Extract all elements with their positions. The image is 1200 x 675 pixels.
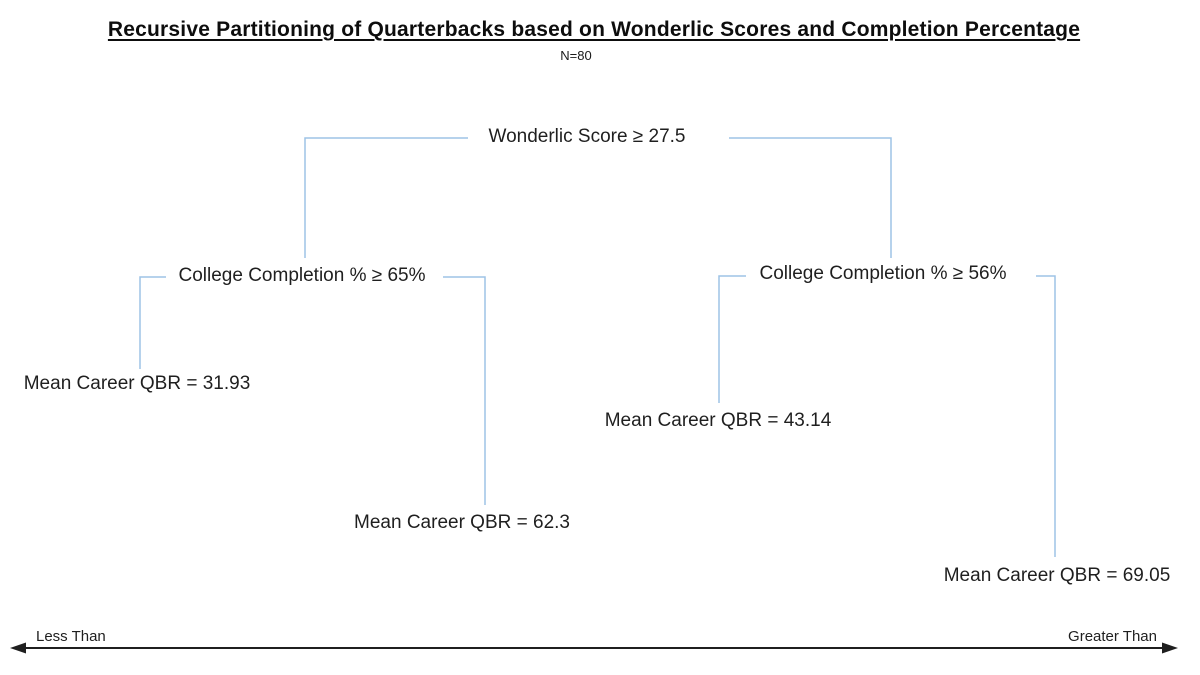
leaf-node-qbr-31-93: Mean Career QBR = 31.93 <box>23 373 251 394</box>
left-split-node: College Completion % ≥ 65% <box>178 265 426 286</box>
greater-than-label: Greater Than <box>1068 628 1157 645</box>
left-split-greater-branch-line <box>443 276 486 505</box>
less-than-label: Less Than <box>36 628 106 645</box>
left-arrowhead-icon <box>10 642 26 654</box>
right-split-less-branch-line <box>718 275 746 403</box>
direction-axis <box>10 642 1178 654</box>
diagram-title: Recursive Partitioning of Quarterbacks b… <box>107 18 1081 41</box>
root-left-branch-line <box>304 137 468 258</box>
leaf-node-qbr-62-3: Mean Career QBR = 62.3 <box>354 512 570 533</box>
root-right-branch-line <box>729 137 892 258</box>
sample-size-label: N=80 <box>560 48 592 63</box>
right-split-greater-branch-line <box>1036 275 1056 557</box>
right-split-node: College Completion % ≥ 56% <box>759 263 1007 284</box>
right-arrowhead-icon <box>1162 642 1178 654</box>
left-split-less-branch-line <box>139 276 166 369</box>
root-node: Wonderlic Score ≥ 27.5 <box>488 126 686 147</box>
leaf-node-qbr-43-14: Mean Career QBR = 43.14 <box>604 410 832 431</box>
leaf-node-qbr-69-05: Mean Career QBR = 69.05 <box>943 565 1171 586</box>
